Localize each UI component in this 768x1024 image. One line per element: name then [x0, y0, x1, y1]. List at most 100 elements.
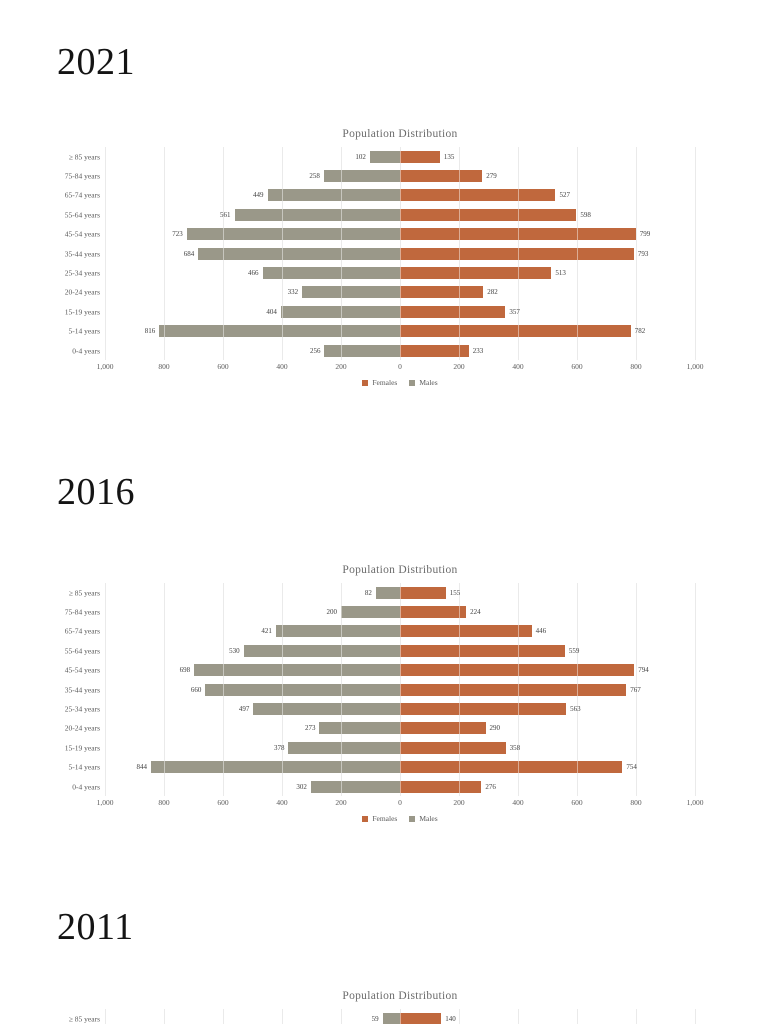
legend: Females Males	[105, 814, 695, 823]
gridline	[282, 1009, 283, 1024]
x-axis-tick-label: 0	[398, 362, 402, 371]
x-axis-tick-label: 200	[453, 798, 465, 807]
female-bar	[400, 606, 467, 619]
male-bar	[323, 170, 400, 183]
legend: Females Males	[105, 378, 695, 387]
pyramid-row: ≥ 85 years 82 155	[69, 583, 695, 602]
pyramid-row: ≥ 85 years 59 140	[69, 1009, 695, 1024]
male-bar	[186, 228, 400, 241]
female-value-label: 527	[559, 191, 570, 200]
gridline-overlay	[695, 147, 696, 361]
male-value-label: 561	[220, 210, 231, 219]
female-value-label: 135	[443, 152, 455, 161]
gridline-overlay	[164, 147, 165, 361]
male-value-label: 82	[364, 588, 372, 597]
male-bar	[194, 664, 400, 677]
pyramid-row: 45-54 years 698 794	[65, 661, 695, 680]
age-label: 5-14 years	[68, 762, 100, 772]
male-value-label: 332	[287, 288, 299, 297]
gridline-overlay	[164, 583, 165, 797]
male-bar	[288, 741, 400, 754]
male-value-label: 273	[304, 724, 316, 733]
gridline	[636, 583, 637, 797]
female-value-label: 446	[535, 627, 547, 636]
gridline-overlay	[459, 583, 460, 797]
male-bar	[205, 683, 400, 696]
male-value-label: 256	[309, 346, 321, 355]
x-axis-tick-label: 400	[276, 362, 288, 371]
gridline-overlay	[282, 583, 283, 797]
female-value-label: 794	[638, 666, 649, 675]
female-value-label: 358	[509, 743, 521, 752]
gridline-overlay	[577, 147, 578, 361]
legend-label: Males	[419, 814, 438, 823]
legend-swatch-males	[409, 379, 416, 386]
age-label: ≥ 85 years	[68, 152, 100, 162]
legend-swatch-males	[409, 815, 416, 822]
female-value-label: 754	[626, 763, 637, 772]
female-bar	[400, 703, 567, 716]
pyramid-row: 5-14 years 816 782	[69, 322, 695, 341]
female-bar	[400, 586, 446, 599]
gridline	[164, 1009, 165, 1024]
pyramid-row: 5-14 years 844 754	[69, 758, 695, 777]
legend-item-males: Males	[409, 378, 438, 387]
plot-area: ≥ 85 years 102 135 75-84 years 258 279 65-74 y…	[65, 147, 696, 361]
male-value-label: 302	[296, 782, 307, 791]
gridline	[636, 147, 637, 361]
x-axis-tick-label: 400	[512, 362, 524, 371]
gridline-overlay	[577, 583, 578, 797]
x-axis-tick-label: 1,000	[96, 798, 114, 807]
female-bar	[400, 741, 506, 754]
male-value-label: 102	[355, 152, 366, 161]
gridline	[577, 1009, 578, 1024]
plot-area: ≥ 85 years 59 140	[69, 1009, 696, 1024]
female-bar	[400, 170, 483, 183]
gridline-overlay	[459, 147, 460, 361]
male-value-label: 698	[179, 666, 191, 675]
male-value-label: 723	[172, 230, 183, 239]
gridline-overlay	[636, 147, 637, 361]
male-bar	[234, 208, 400, 221]
gridline-overlay	[105, 583, 106, 797]
male-value-label: 258	[309, 172, 320, 181]
female-value-label: 357	[509, 307, 520, 316]
x-axis-tick-label: 200	[335, 798, 347, 807]
age-label: 75-84 years	[64, 171, 100, 181]
gridline-overlay	[105, 1009, 106, 1024]
gridline	[164, 147, 165, 361]
male-value-label: 844	[136, 763, 148, 772]
female-bar	[400, 625, 532, 638]
gridline	[105, 1009, 106, 1024]
male-value-label: 684	[183, 249, 195, 258]
male-bar	[151, 761, 400, 774]
year-heading-2011: 2011	[57, 906, 134, 948]
gridline-overlay	[636, 1009, 637, 1024]
female-bar	[400, 761, 623, 774]
gridline-overlay	[577, 1009, 578, 1024]
chart-title: Population Distribution	[342, 128, 458, 140]
female-value-label: 559	[568, 646, 580, 655]
male-bar	[369, 150, 400, 163]
female-bar	[400, 267, 552, 280]
age-label: ≥ 85 years	[68, 1014, 100, 1024]
pyramid-row: 55-64 years 530 559	[65, 641, 695, 660]
x-axis-tick-label: 600	[217, 362, 229, 371]
x-axis-tick-label: 200	[335, 362, 347, 371]
gridline-overlay	[223, 147, 224, 361]
gridline-overlay	[341, 583, 342, 797]
female-value-label: 598	[580, 210, 591, 219]
age-label: 20-24 years	[64, 287, 100, 297]
male-bar	[253, 703, 400, 716]
male-value-label: 466	[248, 269, 259, 278]
gridline	[695, 147, 696, 361]
x-axis-tick-label: 800	[158, 362, 170, 371]
male-bar	[341, 606, 400, 619]
female-bar	[400, 305, 506, 318]
population-chart-2011: Population Distribution ≥ 85 years 59 140	[60, 982, 710, 1024]
gridline	[341, 1009, 342, 1024]
legend-item-females: Females	[362, 378, 397, 387]
age-label: 55-64 years	[64, 646, 100, 656]
female-value-label: 140	[445, 1014, 456, 1023]
male-bar	[275, 625, 400, 638]
